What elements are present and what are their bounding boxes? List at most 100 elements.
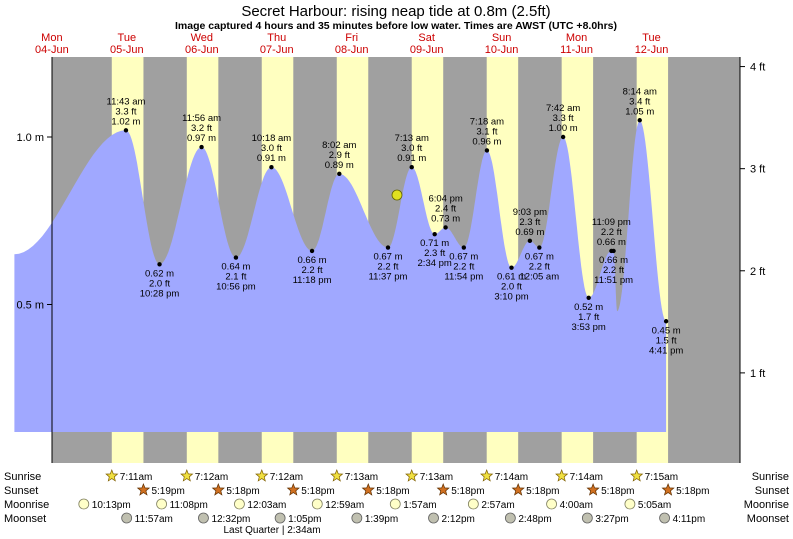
moonrise-time: 4:00am — [560, 500, 593, 511]
high-tide-label: 8:14 am3.4 ft1.05 m — [623, 86, 657, 123]
tide-m: 1.00 m — [549, 123, 578, 134]
moonrise-time: 12:03am — [247, 500, 286, 511]
moon-phase-label: Last Quarter | 2:34am — [223, 525, 320, 536]
moonset-time: 11:57am — [135, 514, 173, 525]
tide-m: 0.52 m — [574, 302, 603, 313]
tide-point — [560, 134, 566, 140]
moonset-icon — [274, 512, 286, 524]
low-tide-label: 0.71 m2.3 ft2:34 pm — [418, 231, 452, 269]
tide-point — [269, 164, 274, 170]
right-tick-label: 3 ft — [750, 164, 765, 176]
day-name: Tue — [118, 32, 137, 44]
day-date: 11-Jun — [560, 44, 593, 56]
tide-m: 0.96 m — [472, 136, 501, 147]
tide-point — [337, 171, 342, 177]
high-tide-label: 11:56 am3.2 ft0.97 m — [182, 113, 221, 150]
tide-ft: 3.0 ft — [261, 143, 282, 154]
tide-point — [509, 265, 514, 270]
tide-m: 0.71 m — [420, 238, 449, 249]
tide-m: 0.73 m — [431, 213, 460, 224]
tide-point — [586, 295, 591, 300]
moonrise-time: 10:13pm — [92, 500, 131, 511]
left-axis-m: 0.5 m 1.0 m — [16, 57, 53, 463]
tide-time: 9:03 pm — [513, 207, 547, 218]
tide-ft: 2.0 ft — [149, 278, 170, 289]
sunrise-icon — [180, 469, 194, 482]
moonrise-row-label-right: Moonrise — [744, 499, 789, 511]
moonrise-icon — [624, 498, 636, 510]
tide-m: 0.66 m — [298, 255, 327, 266]
tide-ft: 2.4 ft — [435, 203, 456, 214]
tide-time: 12:05 am — [520, 272, 560, 283]
moonset-icon — [428, 512, 439, 524]
tide-time: 10:18 am — [252, 133, 292, 144]
day-name: Mon — [566, 32, 587, 44]
tide-time: 7:18 am — [470, 116, 504, 127]
tide-point — [233, 255, 239, 260]
day-name: Fri — [345, 32, 358, 44]
right-axis-ft: 1 ft 2 ft 3 ft 4 ft — [739, 57, 765, 463]
day-name: Wed — [191, 32, 213, 44]
tide-point — [663, 319, 669, 324]
tide-time: 11:56 am — [182, 113, 221, 124]
sunset-icon — [286, 483, 300, 496]
tide-time: 7:42 am — [546, 103, 580, 114]
moonset-time: 4:11pm — [673, 514, 706, 525]
moonset-time: 1:05pm — [288, 514, 321, 525]
tide-m: 0.66 m — [597, 237, 626, 248]
high-tide-label: 7:42 am3.3 ft1.00 m — [546, 103, 580, 140]
moonset-time: 2:48pm — [518, 514, 551, 525]
tide-point — [443, 225, 448, 230]
tide-point — [157, 262, 162, 267]
day-date: 07-Jun — [260, 44, 294, 56]
tide-m: 0.89 m — [325, 160, 354, 171]
moonrise-row-label-left: Moonrise — [4, 499, 49, 511]
tide-m: 0.67 m — [525, 252, 554, 263]
tide-time: 10:28 pm — [140, 288, 180, 299]
sunrise-time: 7:12am — [195, 472, 228, 483]
moonrise-time: 11:08pm — [170, 500, 208, 511]
tide-m: 0.62 m — [145, 268, 174, 279]
moonrise-icon — [546, 498, 557, 510]
tide-m: 0.97 m — [187, 133, 216, 144]
tide-ft: 2.2 ft — [453, 262, 474, 273]
sunset-time: 5:19pm — [151, 486, 184, 497]
day-name: Mon — [41, 32, 62, 44]
tide-ft: 2.2 ft — [377, 262, 398, 273]
tide-ft: 2.0 ft — [501, 282, 522, 293]
high-tide-label: 9:03 pm2.3 ft0.69 m — [513, 207, 547, 244]
sunrise-icon — [480, 469, 494, 482]
sunset-time: 5:18pm — [451, 486, 484, 497]
day-date: 12-Jun — [635, 44, 669, 56]
sunrise-icon — [330, 469, 344, 482]
sunset-icon — [211, 483, 225, 496]
moonset-icon — [504, 512, 516, 524]
sunset-icon — [586, 483, 600, 496]
high-tide-label: 7:13 am3.0 ft0.91 m — [395, 133, 429, 170]
sunrise-row-label-left: Sunrise — [4, 471, 41, 483]
tide-m: 1.05 m — [625, 106, 654, 117]
moonset-row: Moonset Moonset 11:57am 12:32pm 1:05pm 1:39pm… — [4, 512, 789, 525]
day-name: Sun — [492, 32, 512, 44]
day-date: 09-Jun — [410, 44, 444, 56]
tide-time: 11:51 pm — [594, 275, 633, 286]
sunrise-icon — [405, 469, 419, 482]
day-date: 05-Jun — [110, 44, 144, 56]
moonrise-time: 5:05am — [638, 500, 671, 511]
sunrise-time: 7:13am — [345, 472, 378, 483]
tide-m: 0.91 m — [397, 153, 426, 164]
tide-time: 3:53 pm — [572, 322, 606, 333]
low-tide-label: 0.45 m1.5 ft4:41 pm — [649, 319, 683, 356]
tide-m: 1.02 m — [111, 116, 140, 127]
moonrise-icon — [156, 498, 167, 510]
moonrise-icon — [234, 498, 245, 510]
tide-ft: 2.3 ft — [519, 217, 540, 228]
sunset-icon — [361, 483, 375, 496]
tide-ft: 1.5 ft — [656, 335, 677, 346]
